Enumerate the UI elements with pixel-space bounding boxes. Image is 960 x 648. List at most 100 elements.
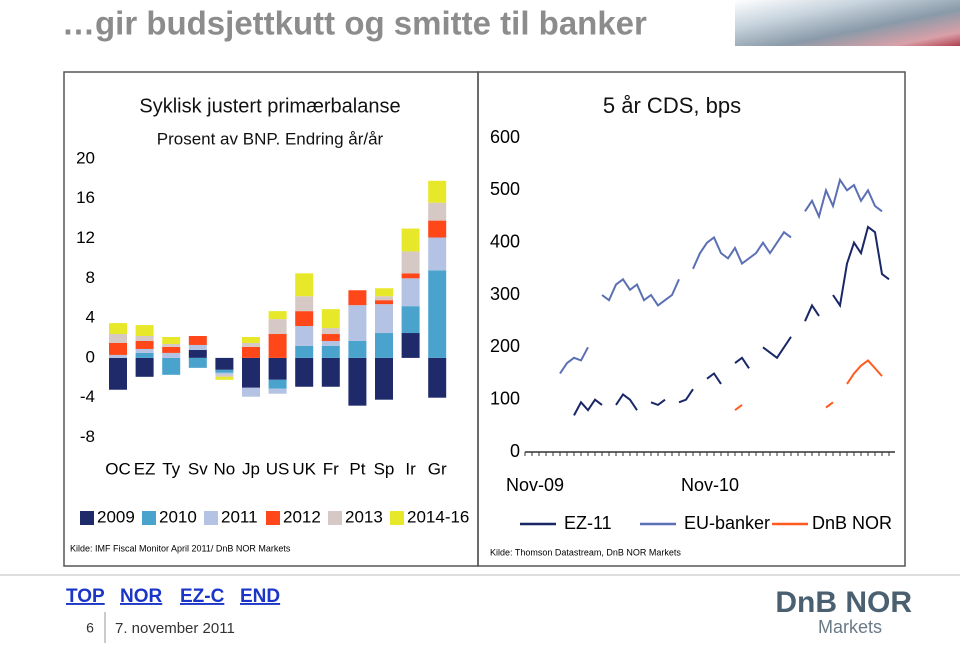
y-tick-label: 300 xyxy=(490,284,520,304)
bar-segment xyxy=(401,251,420,274)
bar-segment xyxy=(135,336,154,341)
line-series xyxy=(832,225,890,309)
bar-segment xyxy=(268,379,287,389)
bar-segment xyxy=(135,340,154,349)
bar-segment xyxy=(428,237,447,271)
legend-key xyxy=(80,511,94,525)
legend-label: 2014-16 xyxy=(407,507,469,526)
nav-link[interactable]: NOR xyxy=(120,586,163,607)
nav-link[interactable]: EZ-C xyxy=(180,586,225,607)
slide-title: …gir budsjettkutt og smitte til banker xyxy=(62,5,647,42)
bar-segment xyxy=(375,296,393,301)
bar-segment xyxy=(242,346,260,358)
bar-segment xyxy=(321,357,340,387)
bar-segment xyxy=(135,348,154,353)
chart-title: Syklisk justert primærbalanse xyxy=(139,95,400,117)
bar-segment xyxy=(428,270,447,358)
bar-segment xyxy=(375,357,393,400)
bar-segment xyxy=(375,304,393,334)
legend-label: 2009 xyxy=(97,507,135,526)
y-tick-label: 100 xyxy=(490,388,520,408)
y-tick-label: 0 xyxy=(86,347,95,366)
bar-segment xyxy=(321,340,340,346)
line-series xyxy=(846,359,883,385)
bar-segment xyxy=(215,372,234,375)
bar-segment xyxy=(242,387,260,397)
line-series xyxy=(678,388,694,404)
bar-segment xyxy=(375,300,393,305)
chart-title: 5 år CDS, bps xyxy=(603,93,741,118)
bar-segment xyxy=(135,357,154,377)
source-note: Kilde: Thomson Datastream, DnB NOR Marke… xyxy=(490,547,681,557)
x-tick-label: Nov-10 xyxy=(681,475,739,495)
x-tick-label: US xyxy=(266,459,290,478)
bar-segment xyxy=(109,323,127,335)
bar-segment xyxy=(348,290,367,306)
logo: DnB NOR xyxy=(775,586,912,619)
bar-segment xyxy=(242,337,260,343)
x-tick-label: OC xyxy=(105,459,131,478)
bar-segment xyxy=(348,357,367,406)
legend-label: DnB NOR xyxy=(812,513,892,533)
x-tick-label: Jp xyxy=(242,459,260,478)
y-tick-label: 4 xyxy=(86,308,95,327)
bar-segment xyxy=(401,273,420,279)
bar-segment xyxy=(109,357,127,390)
legend-key xyxy=(266,511,280,525)
bar-segment xyxy=(321,309,340,329)
legend-key xyxy=(204,511,218,525)
line-series xyxy=(692,230,792,270)
line-series xyxy=(559,346,589,375)
bar-segment xyxy=(268,311,287,320)
y-tick-label: 500 xyxy=(490,179,520,199)
x-tick-label: UK xyxy=(292,459,316,478)
page-number: 6 xyxy=(86,620,94,636)
legend-label: EU-banker xyxy=(684,513,770,533)
bar-segment xyxy=(401,228,420,252)
bar-segment xyxy=(162,343,181,347)
chart-subtitle: Prosent av BNP. Endring år/år xyxy=(157,129,384,148)
legend-key xyxy=(390,511,404,525)
legend-key xyxy=(328,511,342,525)
bar-segment xyxy=(188,357,207,368)
bar-segment xyxy=(162,346,181,353)
bar-segment xyxy=(401,278,420,307)
line-series xyxy=(650,398,666,407)
x-tick-label: No xyxy=(214,459,236,478)
x-tick-label: Fr xyxy=(323,459,339,478)
right-chart-frame xyxy=(477,71,906,567)
y-tick-label: 8 xyxy=(86,268,95,287)
nav-link[interactable]: TOP xyxy=(66,586,105,607)
line-series xyxy=(734,404,743,411)
legend-label: 2011 xyxy=(221,507,258,526)
bar-segment xyxy=(428,202,447,221)
date: 7. november 2011 xyxy=(115,620,235,637)
legend-key xyxy=(142,511,156,525)
y-tick-label: 400 xyxy=(490,231,520,251)
x-tick-label: Pt xyxy=(349,459,365,478)
bar-segment xyxy=(242,342,260,347)
bar-segment xyxy=(109,334,127,343)
legend-label: 2013 xyxy=(345,507,383,526)
bar-segment xyxy=(268,357,287,380)
bar-segment xyxy=(242,357,260,388)
x-tick-label: Gr xyxy=(428,459,447,478)
y-tick-label: 200 xyxy=(490,336,520,356)
x-tick-label: EZ xyxy=(134,459,156,478)
bar-segment xyxy=(428,180,447,203)
bar-segment xyxy=(428,357,447,398)
bar-segment xyxy=(295,345,314,358)
y-tick-label: 600 xyxy=(490,127,520,147)
nav-link[interactable]: END xyxy=(240,586,280,607)
x-tick-label: Nov-09 xyxy=(506,475,564,495)
x-tick-label: Ty xyxy=(162,459,180,478)
bar-segment xyxy=(295,273,314,297)
x-tick-label: Sv xyxy=(188,459,208,478)
bar-segment xyxy=(135,325,154,337)
bar-segment xyxy=(401,306,420,334)
y-tick-label: 16 xyxy=(76,188,95,207)
legend-label: EZ-11 xyxy=(564,513,612,533)
bar-segment xyxy=(295,311,314,327)
line-series xyxy=(601,277,680,307)
